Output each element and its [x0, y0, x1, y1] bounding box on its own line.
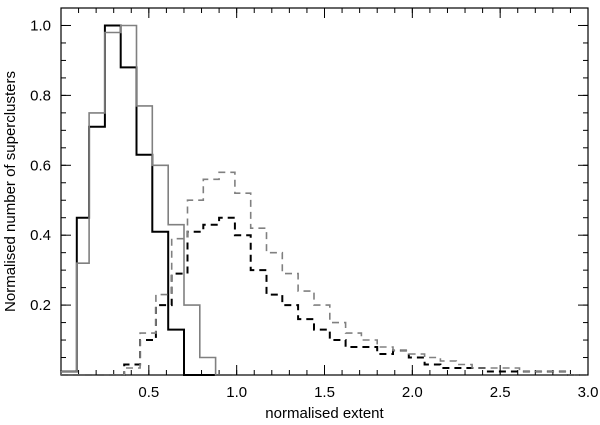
- y-tick-label: 0.4: [30, 227, 51, 244]
- x-tick-label: 1.0: [226, 384, 247, 401]
- y-tick-label: 0.6: [30, 157, 51, 174]
- x-tick-label: 3.0: [578, 384, 599, 401]
- y-axis-label: Normalised number of superclusters: [2, 71, 19, 312]
- plot-frame: [60, 7, 589, 376]
- histogram-series-1: [60, 24, 232, 376]
- x-tick-label: 0.5: [138, 384, 159, 401]
- y-tick-label: 1.0: [30, 17, 51, 34]
- axis-ticks: [61, 8, 589, 375]
- y-tick-label: 0.8: [30, 87, 51, 104]
- x-axis-label: normalised extent: [265, 405, 384, 422]
- x-tick-label: 2.0: [402, 384, 423, 401]
- histogram-series-4: [61, 171, 588, 376]
- histogram-series-2: [60, 24, 232, 376]
- x-tick-label: 2.5: [490, 384, 511, 401]
- tick-labels: 0.5 1.0 1.5 2.0 2.5 3.0 0.2 0.4 0.6 0.8 1.0: [30, 17, 598, 401]
- series-layer: [60, 24, 588, 376]
- y-tick-label: 0.2: [30, 297, 51, 314]
- x-tick-label: 1.5: [314, 384, 335, 401]
